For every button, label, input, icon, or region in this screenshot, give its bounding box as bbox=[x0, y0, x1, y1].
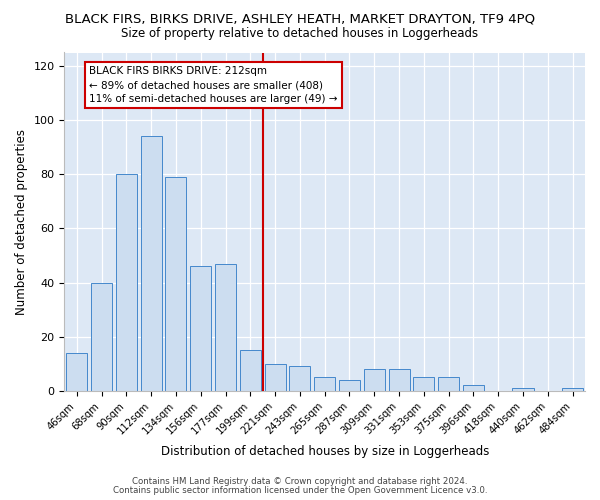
Text: Contains HM Land Registry data © Crown copyright and database right 2024.: Contains HM Land Registry data © Crown c… bbox=[132, 477, 468, 486]
Bar bbox=[66, 353, 88, 391]
Bar bbox=[91, 282, 112, 391]
Bar bbox=[166, 177, 187, 391]
Bar bbox=[140, 136, 162, 391]
Bar bbox=[339, 380, 360, 391]
Bar bbox=[240, 350, 261, 391]
Y-axis label: Number of detached properties: Number of detached properties bbox=[15, 128, 28, 314]
Bar bbox=[389, 369, 410, 391]
Bar bbox=[512, 388, 533, 391]
Text: BLACK FIRS BIRKS DRIVE: 212sqm
← 89% of detached houses are smaller (408)
11% of: BLACK FIRS BIRKS DRIVE: 212sqm ← 89% of … bbox=[89, 66, 338, 104]
Bar bbox=[438, 378, 459, 391]
Bar bbox=[463, 386, 484, 391]
Bar bbox=[314, 378, 335, 391]
Bar bbox=[215, 264, 236, 391]
Text: Size of property relative to detached houses in Loggerheads: Size of property relative to detached ho… bbox=[121, 28, 479, 40]
Bar bbox=[190, 266, 211, 391]
Bar bbox=[413, 378, 434, 391]
Bar bbox=[265, 364, 286, 391]
Bar bbox=[116, 174, 137, 391]
Bar bbox=[364, 369, 385, 391]
Bar bbox=[289, 366, 310, 391]
X-axis label: Distribution of detached houses by size in Loggerheads: Distribution of detached houses by size … bbox=[161, 444, 489, 458]
Bar bbox=[562, 388, 583, 391]
Text: BLACK FIRS, BIRKS DRIVE, ASHLEY HEATH, MARKET DRAYTON, TF9 4PQ: BLACK FIRS, BIRKS DRIVE, ASHLEY HEATH, M… bbox=[65, 12, 535, 26]
Text: Contains public sector information licensed under the Open Government Licence v3: Contains public sector information licen… bbox=[113, 486, 487, 495]
